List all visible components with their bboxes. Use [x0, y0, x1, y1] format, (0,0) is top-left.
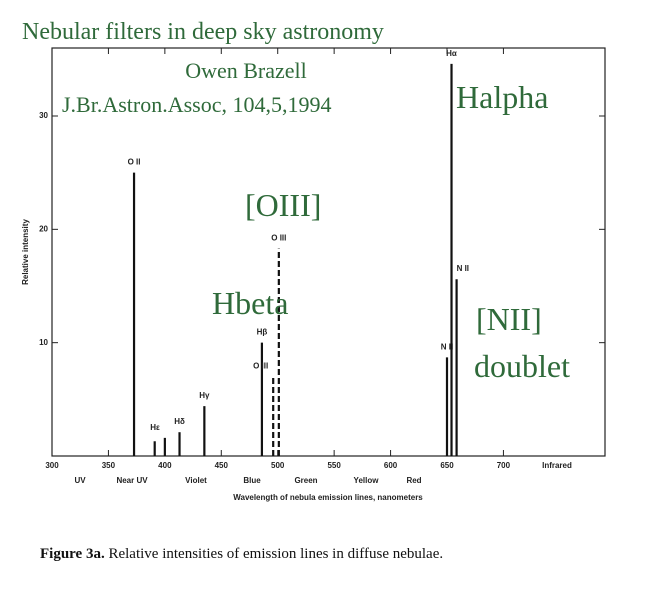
line-label: Hδ	[174, 417, 185, 426]
x-tick-label: 700	[497, 461, 511, 470]
band-label: UV	[74, 476, 86, 485]
annotation: doublet	[474, 348, 570, 384]
x-tick-label: 300	[45, 461, 59, 470]
band-label: Violet	[185, 476, 207, 485]
plot-frame	[51, 47, 606, 457]
line-label: O III	[253, 362, 268, 371]
y-tick-label: 10	[39, 338, 48, 347]
x-tick-label: 550	[327, 461, 341, 470]
line-label: N II	[457, 264, 469, 273]
line-label: O II	[128, 158, 141, 167]
caption: Figure 3a. Relative intensities of emiss…	[40, 546, 443, 562]
annotation: [OIII]	[245, 187, 321, 223]
x-tick-label: 650	[440, 461, 454, 470]
x-axis-label: Wavelength of nebula emission lines, nan…	[233, 493, 423, 502]
line-label: Hγ	[199, 391, 210, 400]
line-label: Hε	[150, 423, 160, 432]
x-tick-label: 450	[215, 461, 229, 470]
line-label: O III	[271, 234, 286, 243]
annotation: Hbeta	[212, 285, 288, 321]
band-label: Red	[406, 476, 421, 485]
annotation: [NII]	[476, 301, 542, 337]
band-label: Blue	[243, 476, 261, 485]
y-axis-label: Relative intensity	[21, 219, 30, 285]
annotation: J.Br.Astron.Assoc, 104,5,1994	[62, 92, 332, 117]
annotation: Nebular filters in deep sky astronomy	[22, 19, 384, 45]
line-label: Hβ	[257, 328, 268, 337]
annotation: Owen Brazell	[185, 58, 307, 83]
x-tick-extra: Infrared	[542, 461, 572, 470]
y-tick-label: 20	[39, 224, 48, 233]
y-tick-label: 30	[39, 111, 48, 120]
line-label: N II	[441, 342, 453, 351]
x-tick-label: 600	[384, 461, 398, 470]
x-tick-label: 350	[102, 461, 116, 470]
x-tick-label: 400	[158, 461, 172, 470]
caption-text: Relative intensities of emission lines i…	[108, 546, 443, 562]
band-label: Green	[294, 476, 317, 485]
band-label: Near UV	[116, 476, 148, 485]
annotation: Halpha	[456, 79, 548, 115]
x-tick-label: 500	[271, 461, 285, 470]
caption-label: Figure 3a.	[40, 546, 105, 562]
band-label: Yellow	[354, 476, 380, 485]
line-label: Hα	[446, 49, 457, 58]
